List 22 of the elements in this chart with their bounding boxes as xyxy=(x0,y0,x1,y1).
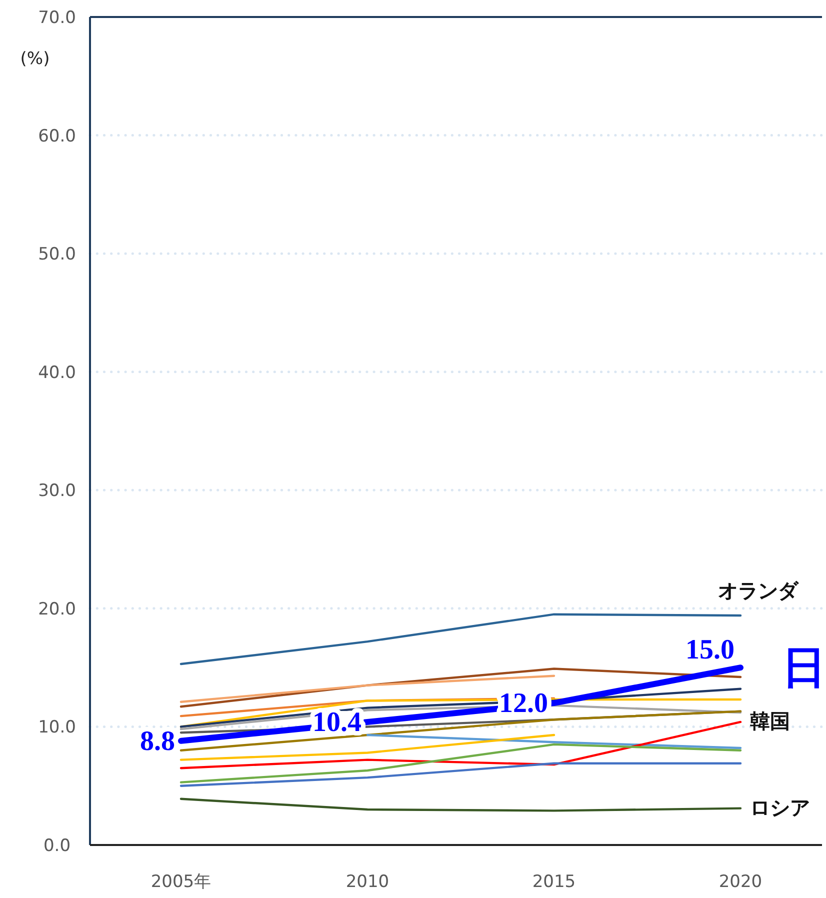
y-tick-label: 0.0 xyxy=(43,836,71,856)
y-tick-label: 50.0 xyxy=(38,244,76,265)
y-tick-label: 30.0 xyxy=(38,481,76,502)
x-tick-label: 2010 xyxy=(346,872,390,892)
y-tick-label: 40.0 xyxy=(38,362,76,383)
y-axis-title: (%) xyxy=(20,49,50,69)
y-tick-label: 60.0 xyxy=(38,126,76,146)
y-tick-label: 70.0 xyxy=(38,8,76,28)
value-label: 8.8 xyxy=(139,726,176,757)
value-label: 15.0 xyxy=(684,634,736,666)
line-series xyxy=(180,743,742,784)
line-series xyxy=(180,798,742,812)
series-label: ロシア xyxy=(750,795,810,820)
x-tick-label: 2005年 xyxy=(150,872,212,892)
series-label: 日 xyxy=(782,642,826,694)
x-tick-label: 2015 xyxy=(532,872,576,892)
line-series xyxy=(180,613,742,666)
x-tick-label: 2020 xyxy=(718,872,762,892)
y-tick-label: 10.0 xyxy=(38,718,76,738)
series-label: 韓国 xyxy=(750,708,790,733)
series-label: オランダ xyxy=(718,578,799,603)
y-tick-label: 20.0 xyxy=(38,599,76,620)
